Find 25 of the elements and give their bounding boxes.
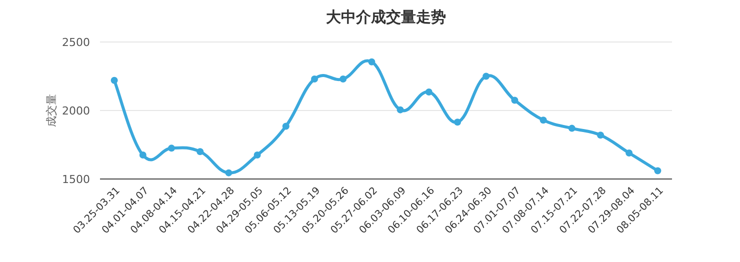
point xyxy=(168,144,175,152)
point xyxy=(454,118,461,126)
point xyxy=(282,122,290,130)
point xyxy=(568,124,576,132)
point xyxy=(196,148,204,156)
point xyxy=(654,167,662,174)
point xyxy=(368,58,376,66)
y-tick-label: 2000 xyxy=(62,104,90,118)
chart-title: 大中介成交量走势 xyxy=(326,8,446,26)
y-tick-label: 2500 xyxy=(62,36,90,49)
point xyxy=(311,75,318,82)
point xyxy=(540,116,547,124)
point xyxy=(425,88,432,96)
point xyxy=(110,76,118,84)
point xyxy=(340,75,347,82)
point xyxy=(511,96,518,104)
y-tick-label: 1500 xyxy=(62,173,90,186)
point xyxy=(482,72,490,80)
point xyxy=(396,106,404,114)
point xyxy=(254,152,261,159)
point xyxy=(597,132,604,139)
point xyxy=(139,152,146,159)
point xyxy=(225,169,232,176)
y-axis-title: 成交量 xyxy=(45,94,58,127)
point xyxy=(626,149,633,156)
